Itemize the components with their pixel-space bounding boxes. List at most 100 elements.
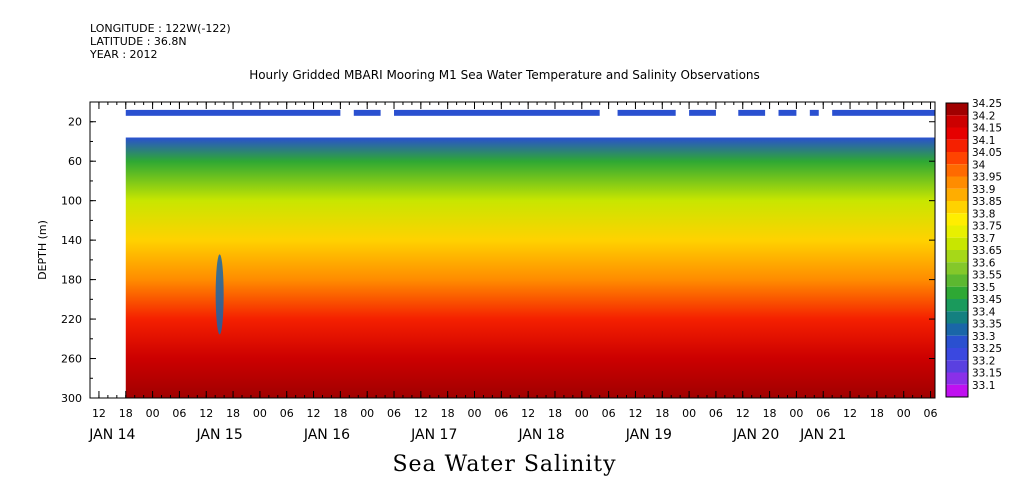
y-tick-label: 260: [61, 353, 82, 366]
plot-frame: [89, 101, 936, 399]
x-tick-label: 18: [119, 407, 133, 420]
x-tick-label: 00: [146, 407, 160, 420]
colorbar-label: 33.7: [972, 233, 995, 245]
colorbar-swatch: [946, 323, 968, 336]
colorbar-label: 33.95: [972, 172, 1002, 184]
colorbar-label: 33.9: [972, 184, 995, 196]
colorbar-swatch: [946, 384, 968, 397]
colorbar-swatch: [946, 311, 968, 324]
surface-bin: [394, 109, 600, 116]
x-tick-label: 12: [628, 407, 642, 420]
x-tick-label: 12: [414, 407, 428, 420]
colorbar-frame: [945, 102, 969, 398]
colorbar-label: 34.25: [972, 98, 1002, 110]
salinity-field: [125, 137, 935, 398]
surface-bin: [353, 109, 381, 116]
y-tick-label: 100: [61, 195, 82, 208]
x-tick-label: 18: [226, 407, 240, 420]
x-tick-label: 18: [763, 407, 777, 420]
colorbar-label: 33.2: [972, 355, 995, 367]
y-tick-label: 180: [61, 274, 82, 287]
x-tick-label: 06: [602, 407, 616, 420]
x-tick-label: 12: [92, 407, 106, 420]
colorbar-swatch: [946, 335, 968, 348]
colorbar-label: 33.35: [972, 319, 1002, 331]
x-date-label: JAN 15: [196, 427, 243, 443]
data-layer: [125, 109, 935, 398]
x-tick-label: 06: [172, 407, 186, 420]
colorbar-label: 33.15: [972, 368, 1002, 380]
colorbar-label: 33.5: [972, 282, 995, 294]
x-tick-label: 18: [548, 407, 562, 420]
x-tick-label: 12: [736, 407, 750, 420]
colorbar-swatch: [946, 274, 968, 287]
y-tick-label: 140: [61, 234, 82, 247]
colorbar-swatch: [946, 372, 968, 385]
colorbar-swatch: [946, 262, 968, 275]
colorbar-swatch: [946, 348, 968, 361]
x-tick-label: 00: [360, 407, 374, 420]
surface-bin: [689, 109, 716, 116]
colorbar-label: 34: [972, 159, 986, 171]
colorbar-swatch: [946, 139, 968, 152]
colorbar-swatch: [946, 152, 968, 165]
x-date-label: JAN 20: [732, 427, 779, 443]
x-tick-label: 18: [870, 407, 884, 420]
x-tick-label: 00: [467, 407, 481, 420]
year-label: YEAR : 2012: [90, 48, 158, 61]
x-tick-label: 18: [655, 407, 669, 420]
x-date-label: JAN 19: [625, 427, 672, 443]
x-tick-label: 12: [199, 407, 213, 420]
colorbar-label: 34.2: [972, 110, 995, 122]
colorbar-label: 33.55: [972, 270, 1002, 282]
surface-bin: [809, 109, 819, 116]
colorbar-swatch: [946, 115, 968, 128]
colorbar-label: 33.65: [972, 245, 1002, 257]
surface-bin: [738, 109, 766, 116]
colorbar-swatch: [946, 286, 968, 299]
colorbar-label: 34.1: [972, 135, 995, 147]
x-tick-label: 12: [521, 407, 535, 420]
colorbar-label: 33.1: [972, 380, 995, 392]
surface-bin: [125, 109, 341, 116]
colorbar-label: 33.6: [972, 257, 996, 269]
colorbar-swatch: [946, 299, 968, 312]
colorbar-label: 33.75: [972, 221, 1002, 233]
x-tick-label: 12: [843, 407, 857, 420]
latitude-label: LATITUDE : 36.8N: [90, 35, 187, 48]
x-tick-label: 06: [924, 407, 938, 420]
colorbar-swatch: [946, 225, 968, 238]
colorbar-label: 34.15: [972, 123, 1002, 135]
bottom-title: Sea Water Salinity: [392, 452, 617, 477]
colorbar-swatch: [946, 164, 968, 177]
colorbar-label: 33.45: [972, 294, 1002, 306]
salinity-anomaly: [215, 254, 224, 335]
colorbar-label: 33.8: [972, 208, 995, 220]
y-tick-label: 220: [61, 313, 82, 326]
axes-layer: 20 60 100 140 180 220 260 300 12 18 00 06 12 18 00 06 12…: [61, 102, 938, 443]
colorbar-swatch: [946, 201, 968, 214]
x-tick-label: 00: [789, 407, 803, 420]
y-axis-label: DEPTH (m): [36, 220, 49, 280]
surface-bin: [617, 109, 676, 116]
x-date-label: JAN 21: [799, 427, 846, 443]
colorbar-label: 33.3: [972, 331, 995, 343]
x-tick-label: 06: [709, 407, 723, 420]
x-date-label: JAN 18: [517, 427, 564, 443]
x-tick-label: 18: [441, 407, 455, 420]
colorbar-label: 33.85: [972, 196, 1002, 208]
x-tick-label: 06: [816, 407, 830, 420]
x-tick-label: 00: [253, 407, 267, 420]
colorbar-swatch: [946, 176, 968, 189]
colorbar-swatch: [946, 103, 968, 116]
x-tick-label: 06: [494, 407, 508, 420]
x-tick-label: 12: [307, 407, 321, 420]
colorbar-swatch: [946, 250, 968, 263]
x-tick-label: 00: [897, 407, 911, 420]
x-date-label: JAN 14: [88, 427, 135, 443]
x-tick-label: 18: [333, 407, 347, 420]
colorbar-label: 33.4: [972, 306, 996, 318]
colorbar-swatch: [946, 188, 968, 201]
colorbar-swatch: [946, 237, 968, 250]
